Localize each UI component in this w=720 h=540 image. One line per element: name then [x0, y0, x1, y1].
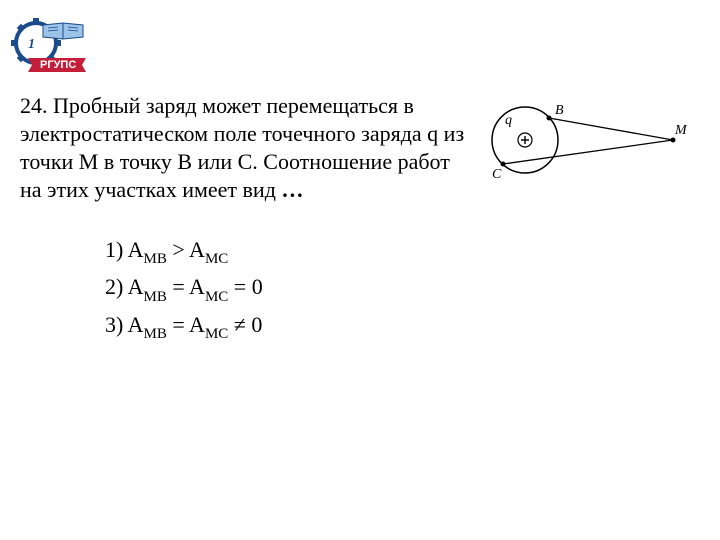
logo-text: РГУПС [40, 59, 76, 71]
answer-2-sub2: MC [205, 289, 228, 305]
answer-1: 1) AMB > AMC [105, 233, 700, 271]
svg-text:1: 1 [28, 37, 35, 52]
answer-2-mid: = A [167, 274, 205, 299]
diagram-label-q: q [505, 113, 512, 128]
diagram-svg: B C q M [475, 92, 690, 187]
answer-2-prefix: 2) A [105, 274, 144, 299]
answer-1-sub2: MC [205, 251, 228, 267]
answer-2-end: = 0 [228, 274, 262, 299]
answer-1-mid: > A [167, 237, 205, 262]
question-number: 24. [20, 93, 48, 118]
content-area: 24. Пробный заряд может перемещаться в э… [20, 92, 700, 346]
question-ellipsis: … [281, 177, 303, 202]
answer-1-sub1: MB [144, 251, 167, 267]
answer-list: 1) AMB > AMC 2) AMB = AMC = 0 3) AMB = A… [105, 233, 700, 346]
answer-1-prefix: 1) A [105, 237, 144, 262]
answer-2: 2) AMB = AMC = 0 [105, 270, 700, 308]
answer-2-sub1: MB [144, 289, 167, 305]
diagram-label-c: C [492, 167, 502, 182]
answer-3-prefix: 3) A [105, 312, 144, 337]
answer-3-mid: = A [167, 312, 205, 337]
answer-3: 3) AMB = AMC ≠ 0 [105, 308, 700, 346]
question-row: 24. Пробный заряд может перемещаться в э… [20, 92, 700, 205]
physics-diagram: B C q M [475, 92, 690, 187]
university-logo: 1 РГУПС [8, 15, 88, 75]
answer-3-sub1: MB [144, 326, 167, 342]
diagram-label-b: B [555, 103, 564, 118]
question-text: 24. Пробный заряд может перемещаться в э… [20, 92, 465, 205]
question-body: Пробный заряд может перемещаться в элект… [20, 93, 464, 202]
answer-3-end: ≠ 0 [228, 312, 262, 337]
diagram-label-m: M [674, 123, 688, 138]
answer-3-sub2: MC [205, 326, 228, 342]
logo-svg: 1 РГУПС [8, 15, 88, 75]
